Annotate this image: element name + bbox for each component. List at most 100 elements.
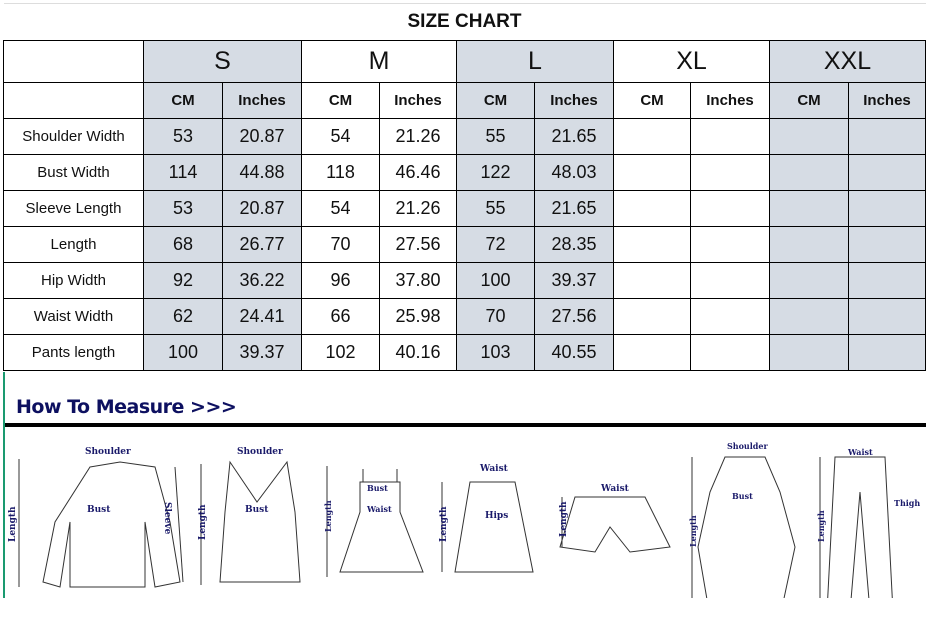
label-bust: Bust	[87, 505, 111, 515]
label-length: Length	[8, 506, 18, 542]
value-cell: 122	[456, 154, 535, 191]
unit-header: Inches	[848, 82, 926, 119]
label-length: Length	[439, 506, 449, 542]
value-cell	[769, 118, 849, 155]
unit-header: Inches	[222, 82, 302, 119]
value-cell: 114	[143, 154, 223, 191]
table-row: Bust Width 114 44.88 118 46.46 122 48.03	[3, 154, 926, 191]
value-cell	[690, 190, 770, 227]
row-label: Sleeve Length	[3, 190, 144, 227]
value-cell: 100	[143, 334, 223, 371]
value-cell: 62	[143, 298, 223, 335]
value-cell: 54	[301, 118, 380, 155]
size-header-xxl: XXL	[769, 40, 926, 83]
value-cell: 26.77	[222, 226, 302, 263]
unit-header: CM	[613, 82, 691, 119]
value-cell	[848, 154, 926, 191]
value-cell: 92	[143, 262, 223, 299]
value-cell: 54	[301, 190, 380, 227]
value-cell	[769, 154, 849, 191]
value-cell: 46.46	[379, 154, 457, 191]
value-cell: 40.55	[534, 334, 614, 371]
table-row: Hip Width 92 36.22 96 37.80 100 39.37	[3, 262, 926, 299]
value-cell	[848, 226, 926, 263]
value-cell	[848, 262, 926, 299]
table-row: Sleeve Length 53 20.87 54 21.26 55 21.65	[3, 190, 926, 227]
table-row: Pants length 100 39.37 102 40.16 103 40.55	[3, 334, 926, 371]
value-cell: 27.56	[534, 298, 614, 335]
label-length: Length	[688, 515, 698, 547]
unit-header: Inches	[534, 82, 614, 119]
value-cell: 36.22	[222, 262, 302, 299]
value-cell: 20.87	[222, 190, 302, 227]
value-cell: 100	[456, 262, 535, 299]
size-chart-table: SIZE CHART S M L XL XXL CM Inches CM Inches CM In…	[3, 3, 926, 371]
row-label: Waist Width	[3, 298, 144, 335]
size-header-m: M	[301, 40, 457, 83]
value-cell: 55	[456, 190, 535, 227]
label-length: Length	[816, 510, 826, 542]
value-cell: 21.26	[379, 118, 457, 155]
measure-illustrations: Shoulder Bust Sleeve Length Shoulder Bus…	[8, 441, 920, 598]
value-cell: 48.03	[534, 154, 614, 191]
value-cell	[613, 226, 691, 263]
value-cell: 102	[301, 334, 380, 371]
value-cell: 55	[456, 118, 535, 155]
value-cell	[769, 226, 849, 263]
unit-header: Inches	[690, 82, 770, 119]
value-cell: 25.98	[379, 298, 457, 335]
value-cell	[613, 262, 691, 299]
value-cell	[613, 118, 691, 155]
label-bust: Bust	[732, 491, 753, 501]
how-to-measure-section: How To Measure >>> Shoulder Bust Sleeve …	[3, 372, 926, 598]
value-cell: 70	[456, 298, 535, 335]
value-cell: 39.37	[534, 262, 614, 299]
value-cell	[769, 334, 849, 371]
size-header-s: S	[143, 40, 302, 83]
value-cell	[848, 190, 926, 227]
value-cell: 28.35	[534, 226, 614, 263]
value-cell: 44.88	[222, 154, 302, 191]
divider	[5, 423, 926, 427]
row-label: Hip Width	[3, 262, 144, 299]
value-cell: 68	[143, 226, 223, 263]
label-waist: Waist	[847, 447, 873, 457]
value-cell	[613, 334, 691, 371]
value-cell	[848, 334, 926, 371]
value-cell: 21.65	[534, 190, 614, 227]
corner-cell	[3, 40, 144, 83]
label-bust: Bust	[245, 505, 269, 515]
label-length: Length	[323, 500, 333, 532]
label-shoulder: Shoulder	[237, 447, 283, 457]
label-bust: Bust	[367, 483, 388, 493]
size-header-l: L	[456, 40, 614, 83]
value-cell	[769, 298, 849, 335]
value-cell: 39.37	[222, 334, 302, 371]
chart-title: SIZE CHART	[3, 3, 926, 41]
value-cell: 118	[301, 154, 380, 191]
value-cell	[613, 154, 691, 191]
table-row: Length 68 26.77 70 27.56 72 28.35	[3, 226, 926, 263]
unit-header: CM	[456, 82, 535, 119]
value-cell: 20.87	[222, 118, 302, 155]
unit-header: CM	[301, 82, 380, 119]
value-cell	[690, 154, 770, 191]
size-header-xl: XL	[613, 40, 770, 83]
value-cell	[613, 298, 691, 335]
value-cell	[690, 118, 770, 155]
table-row: Shoulder Width 53 20.87 54 21.26 55 21.65	[3, 118, 926, 155]
label-shoulder: Shoulder	[85, 447, 131, 457]
value-cell: 103	[456, 334, 535, 371]
row-label: Shoulder Width	[3, 118, 144, 155]
value-cell: 66	[301, 298, 380, 335]
label-length: Length	[198, 504, 208, 540]
value-cell	[769, 190, 849, 227]
value-cell	[690, 334, 770, 371]
value-cell: 53	[143, 118, 223, 155]
how-to-measure-title: How To Measure >>>	[16, 396, 237, 418]
label-waist: Waist	[600, 484, 630, 494]
label-thigh: Thigh	[894, 498, 920, 508]
value-cell	[690, 226, 770, 263]
value-cell	[690, 298, 770, 335]
value-cell: 40.16	[379, 334, 457, 371]
